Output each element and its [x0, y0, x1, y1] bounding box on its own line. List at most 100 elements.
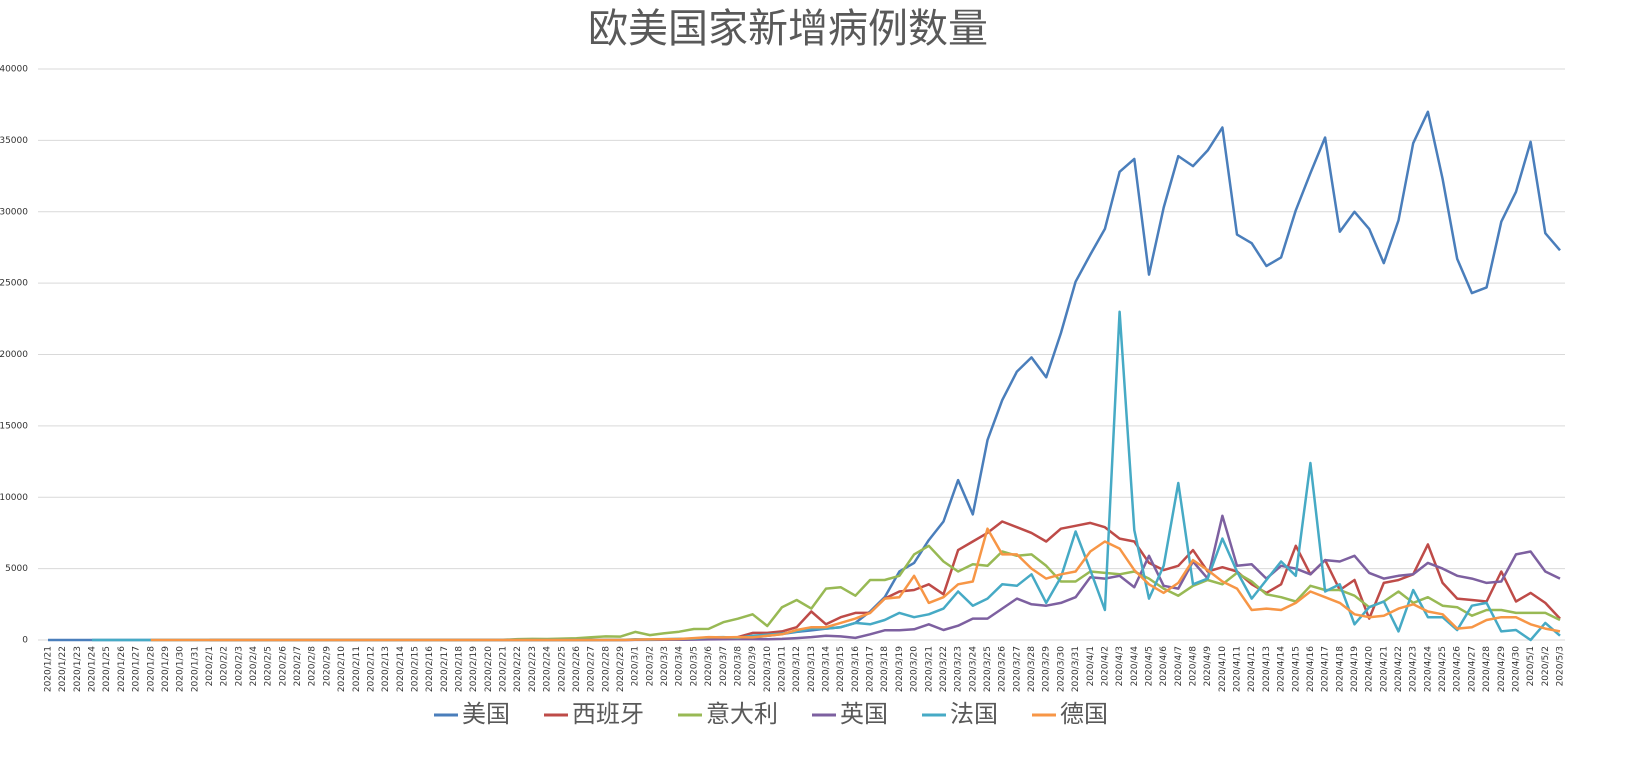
x-tick-label: 2020/4/12 — [1247, 646, 1257, 692]
x-tick-label: 2020/4/7 — [1174, 646, 1184, 686]
x-tick-label: 2020/4/29 — [1497, 646, 1507, 692]
x-tick-label: 2020/1/31 — [190, 646, 200, 692]
x-tick-label: 2020/2/21 — [499, 646, 509, 692]
x-tick-label: 2020/2/1 — [205, 646, 215, 686]
x-tick-label: 2020/2/25 — [557, 646, 567, 692]
y-tick-label: 35000 — [0, 136, 28, 146]
x-tick-label: 2020/3/25 — [983, 646, 993, 692]
series-line — [150, 527, 1561, 642]
x-tick-label: 2020/2/23 — [528, 646, 538, 692]
y-tick-label: 40000 — [0, 65, 28, 75]
x-tick-label: 2020/3/24 — [968, 646, 978, 692]
x-tick-label: 2020/5/3 — [1556, 646, 1566, 686]
x-tick-label: 2020/3/27 — [1012, 646, 1022, 692]
x-tick-label: 2020/3/22 — [939, 646, 949, 692]
x-tick-label: 2020/2/18 — [455, 646, 465, 692]
x-tick-label: 2020/2/26 — [572, 646, 582, 692]
x-tick-label: 2020/2/3 — [234, 646, 244, 686]
x-tick-label: 2020/4/10 — [1218, 646, 1228, 692]
x-tick-label: 2020/5/1 — [1526, 646, 1536, 686]
x-tick-label: 2020/4/21 — [1379, 646, 1389, 692]
x-tick-label: 2020/4/19 — [1350, 646, 1360, 692]
x-tick-label: 2020/4/24 — [1423, 646, 1433, 692]
x-tick-label: 2020/3/26 — [998, 646, 1008, 692]
chart-title: 欧美国家新增病例数量 — [588, 6, 988, 52]
x-tick-label: 2020/2/9 — [322, 646, 332, 687]
x-tick-label: 2020/3/18 — [880, 646, 890, 692]
x-tick-label: 2020/4/9 — [1203, 646, 1213, 687]
x-tick-label: 2020/2/12 — [366, 646, 376, 692]
x-tick-label: 2020/4/6 — [1159, 646, 1169, 687]
x-tick-label: 2020/4/5 — [1144, 646, 1154, 686]
y-tick-label: 0 — [22, 636, 28, 646]
x-tick-label: 2020/4/26 — [1453, 646, 1463, 692]
x-tick-label: 2020/1/25 — [102, 646, 112, 692]
x-tick-label: 2020/3/31 — [1071, 646, 1081, 692]
legend-label: 英国 — [840, 700, 888, 728]
x-tick-label: 2020/3/3 — [660, 646, 670, 686]
x-tick-label: 2020/2/11 — [352, 646, 362, 692]
x-tick-label: 2020/3/8 — [733, 646, 743, 687]
x-tick-label: 2020/4/3 — [1115, 646, 1125, 686]
x-tick-label: 2020/2/5 — [264, 646, 274, 686]
x-tick-label: 2020/3/21 — [924, 646, 934, 692]
x-tick-label: 2020/1/22 — [58, 646, 68, 692]
x-tick-label: 2020/3/14 — [822, 646, 832, 692]
x-tick-label: 2020/3/23 — [954, 646, 964, 692]
x-tick-label: 2020/4/28 — [1482, 646, 1492, 692]
y-tick-label: 30000 — [0, 207, 28, 217]
x-tick-label: 2020/1/21 — [44, 646, 54, 692]
x-tick-label: 2020/1/30 — [176, 646, 186, 692]
x-tick-label: 2020/4/27 — [1467, 646, 1477, 692]
x-tick-label: 2020/3/19 — [895, 646, 905, 692]
x-tick-label: 2020/5/2 — [1541, 646, 1551, 686]
x-tick-label: 2020/2/24 — [543, 646, 553, 692]
x-tick-label: 2020/2/2 — [220, 646, 230, 686]
x-tick-label: 2020/2/15 — [410, 646, 420, 692]
x-tick-label: 2020/3/11 — [777, 646, 787, 692]
x-tick-label: 2020/4/4 — [1130, 646, 1140, 687]
x-tick-label: 2020/3/28 — [1027, 646, 1037, 692]
x-tick-label: 2020/3/9 — [748, 646, 758, 687]
x-tick-label: 2020/2/22 — [513, 646, 523, 692]
x-tick-label: 2020/3/5 — [689, 646, 699, 686]
x-tick-label: 2020/2/27 — [587, 646, 597, 692]
legend-label: 法国 — [950, 700, 998, 728]
x-tick-label: 2020/2/7 — [293, 646, 303, 686]
x-tick-label: 2020/4/18 — [1335, 646, 1345, 692]
x-tick-label: 2020/2/13 — [381, 646, 391, 692]
x-tick-label: 2020/3/1 — [631, 646, 641, 686]
x-tick-label: 2020/4/15 — [1291, 646, 1301, 692]
x-tick-label: 2020/2/10 — [337, 646, 347, 692]
x-tick-label: 2020/1/29 — [161, 646, 171, 692]
x-tick-label: 2020/1/28 — [146, 646, 156, 692]
x-tick-label: 2020/4/20 — [1365, 646, 1375, 692]
x-tick-label: 2020/4/11 — [1233, 646, 1243, 692]
x-tick-label: 2020/3/12 — [792, 646, 802, 692]
x-tick-label: 2020/3/4 — [675, 646, 685, 687]
x-tick-label: 2020/4/22 — [1394, 646, 1404, 692]
legend-label: 意大利 — [706, 700, 778, 728]
x-tick-label: 2020/4/25 — [1438, 646, 1448, 692]
x-tick-label: 2020/4/23 — [1409, 646, 1419, 692]
legend-label: 德国 — [1060, 700, 1108, 728]
x-tick-label: 2020/4/13 — [1262, 646, 1272, 692]
x-tick-label: 2020/2/8 — [308, 646, 318, 687]
y-tick-label: 15000 — [0, 421, 28, 431]
x-tick-label: 2020/3/10 — [763, 646, 773, 692]
x-tick-label: 2020/4/30 — [1511, 646, 1521, 692]
x-tick-label: 2020/3/17 — [866, 646, 876, 692]
x-tick-label: 2020/1/23 — [73, 646, 83, 692]
x-tick-label: 2020/4/14 — [1277, 646, 1287, 692]
x-tick-label: 2020/3/20 — [910, 646, 920, 692]
x-tick-label: 2020/3/2 — [645, 646, 655, 686]
x-tick-label: 2020/4/17 — [1321, 646, 1331, 692]
x-tick-label: 2020/2/14 — [396, 646, 406, 692]
x-tick-label: 2020/2/19 — [469, 646, 479, 692]
x-tick-label: 2020/2/17 — [440, 646, 450, 692]
y-tick-label: 5000 — [5, 564, 28, 574]
x-tick-label: 2020/3/30 — [1056, 646, 1066, 692]
x-tick-label: 2020/2/28 — [601, 646, 611, 692]
x-tick-label: 2020/4/2 — [1100, 646, 1110, 686]
